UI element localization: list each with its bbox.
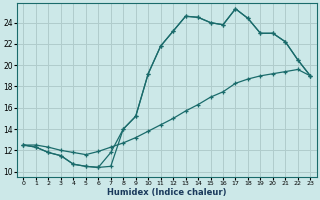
- X-axis label: Humidex (Indice chaleur): Humidex (Indice chaleur): [107, 188, 227, 197]
